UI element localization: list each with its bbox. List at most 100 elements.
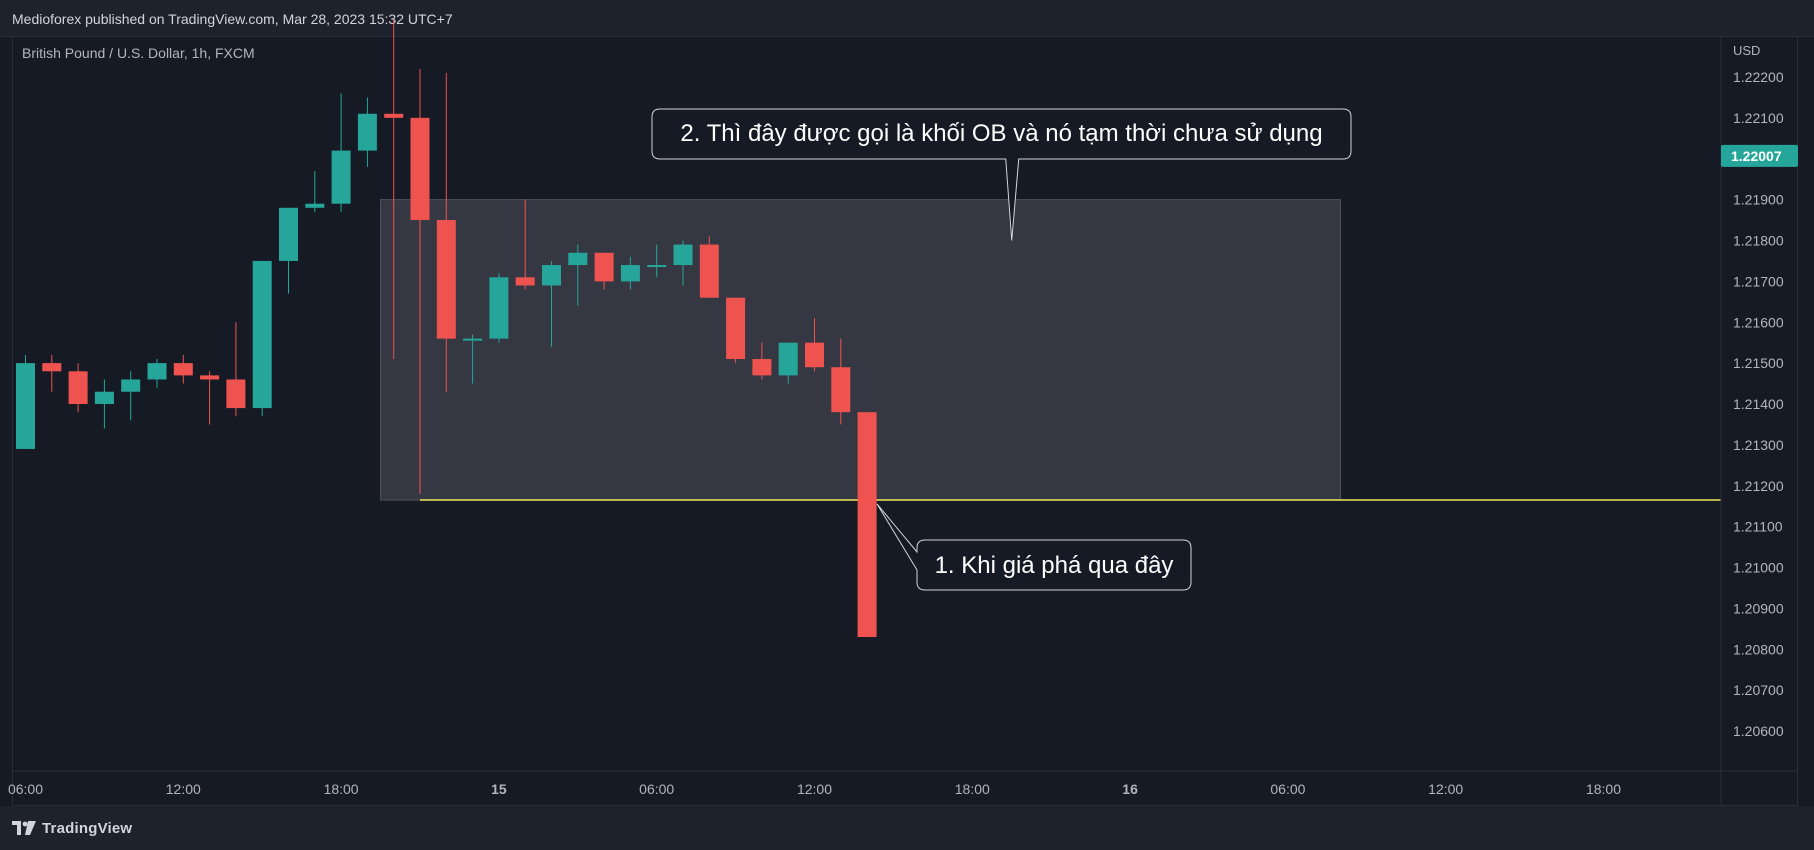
time-tick-label: 06:00 bbox=[639, 781, 674, 797]
candle bbox=[279, 207, 298, 294]
price-tick-label: 1.21800 bbox=[1733, 233, 1784, 249]
callouts: 2. Thì đây được gọi là khối OB và nó tạm… bbox=[651, 108, 1352, 591]
candle-body bbox=[252, 260, 272, 409]
candle-body bbox=[331, 150, 351, 204]
price-tick-label: 1.21200 bbox=[1733, 478, 1784, 494]
tradingview-logo-text: TradingView bbox=[42, 819, 133, 837]
candle-body bbox=[16, 363, 35, 449]
price-tick-label: 1.21500 bbox=[1733, 355, 1784, 371]
price-tick-label: 1.21900 bbox=[1733, 192, 1784, 208]
time-axis[interactable]: 06:00 12:00 18:00 15 06:00 12:00 18:00 16 06:00 1… bbox=[8, 781, 1621, 797]
candle bbox=[436, 72, 456, 392]
candle bbox=[173, 354, 193, 384]
time-tick-label: 12:00 bbox=[797, 781, 832, 797]
tradingview-logo[interactable]: TradingView bbox=[12, 819, 132, 837]
candle-body bbox=[568, 252, 588, 266]
time-tick-label: 15 bbox=[491, 781, 507, 797]
publish-info: Medioforex published on TradingView.com,… bbox=[12, 11, 453, 27]
candle bbox=[647, 244, 667, 278]
price-tick-label: 1.21100 bbox=[1733, 519, 1783, 535]
price-tick-label: 1.20600 bbox=[1733, 723, 1784, 739]
candle-body bbox=[673, 244, 693, 266]
tradingview-icon bbox=[12, 821, 36, 835]
candle-body bbox=[699, 244, 719, 298]
price-tick-label: 1.22100 bbox=[1733, 110, 1784, 126]
time-tick-label: 16 bbox=[1122, 781, 1138, 797]
candle-body bbox=[436, 220, 456, 339]
candle bbox=[489, 273, 509, 343]
candle bbox=[699, 236, 719, 298]
candle-body bbox=[305, 203, 325, 208]
price-chart[interactable]: 2. Thì đây được gọi là khối OB và nó tạm… bbox=[0, 0, 1814, 806]
candle bbox=[384, 19, 404, 360]
price-tick-label: 1.20900 bbox=[1733, 600, 1784, 616]
candle-body bbox=[542, 265, 561, 286]
candle bbox=[726, 297, 746, 364]
candle bbox=[620, 256, 640, 290]
candle bbox=[42, 354, 62, 392]
candle bbox=[594, 252, 614, 290]
time-tick-label: 12:00 bbox=[1428, 781, 1463, 797]
candle-body bbox=[489, 277, 509, 339]
candle-body bbox=[594, 252, 614, 282]
candle bbox=[515, 199, 535, 290]
symbol-label: British Pound / U.S. Dollar, 1h, FXCM bbox=[22, 45, 255, 61]
callout-break-bubble bbox=[876, 503, 1192, 591]
candle-body bbox=[279, 207, 298, 261]
candle bbox=[200, 371, 220, 425]
candle bbox=[357, 97, 377, 167]
callout-break-text: 1. Khi giá phá qua đây bbox=[935, 552, 1174, 579]
time-tick-label: 18:00 bbox=[1586, 781, 1621, 797]
candle bbox=[226, 322, 246, 417]
candle bbox=[147, 359, 167, 388]
candle bbox=[752, 342, 772, 380]
candle bbox=[121, 371, 141, 421]
price-axis[interactable]: 1.22200 1.22100 1.21900 1.21800 1.21700 1.216… bbox=[1733, 69, 1784, 739]
candle bbox=[542, 260, 561, 347]
candle-body bbox=[515, 277, 535, 286]
candle-body bbox=[357, 113, 377, 151]
candle bbox=[331, 93, 351, 212]
price-tick-label: 1.22200 bbox=[1733, 69, 1784, 85]
candle-body bbox=[384, 113, 404, 118]
callout-ob-bubble bbox=[651, 108, 1352, 241]
candle bbox=[410, 68, 430, 494]
candle-body bbox=[121, 379, 141, 392]
candle-body bbox=[226, 379, 246, 409]
chart-frame bbox=[12, 36, 1798, 806]
price-tick-label: 1.20800 bbox=[1733, 641, 1784, 657]
candle bbox=[305, 171, 325, 212]
candle bbox=[16, 354, 35, 449]
price-tick-label: 1.21300 bbox=[1733, 437, 1784, 453]
candle bbox=[94, 379, 114, 429]
candle bbox=[805, 318, 824, 372]
candle bbox=[673, 240, 693, 286]
time-tick-label: 12:00 bbox=[166, 781, 201, 797]
time-tick-label: 06:00 bbox=[1270, 781, 1305, 797]
candle-body bbox=[94, 391, 114, 404]
candle bbox=[463, 334, 483, 384]
candle bbox=[252, 260, 272, 417]
candle bbox=[857, 412, 877, 637]
candle bbox=[68, 363, 88, 413]
time-tick-label: 06:00 bbox=[8, 781, 43, 797]
candle-body bbox=[752, 359, 772, 376]
candle-body bbox=[463, 338, 483, 341]
price-tick-label: 1.20700 bbox=[1733, 682, 1784, 698]
candle-body bbox=[647, 265, 667, 268]
price-tick-label: 1.21400 bbox=[1733, 396, 1784, 412]
candle-body bbox=[778, 342, 798, 376]
price-tick-label: 1.21700 bbox=[1733, 273, 1784, 289]
candle-body bbox=[831, 367, 851, 413]
callout-ob-text: 2. Thì đây được gọi là khối OB và nó tạm… bbox=[680, 120, 1322, 147]
time-tick-label: 18:00 bbox=[324, 781, 359, 797]
candle-body bbox=[42, 363, 62, 372]
currency-label: USD bbox=[1733, 43, 1760, 58]
footer: TradingView bbox=[0, 806, 1814, 850]
last-price-value: 1.22007 bbox=[1731, 148, 1782, 164]
price-tick-label: 1.21000 bbox=[1733, 560, 1784, 576]
candle-body bbox=[173, 363, 193, 376]
candle-body bbox=[857, 412, 877, 637]
candle-body bbox=[410, 117, 430, 221]
candle bbox=[568, 244, 588, 306]
